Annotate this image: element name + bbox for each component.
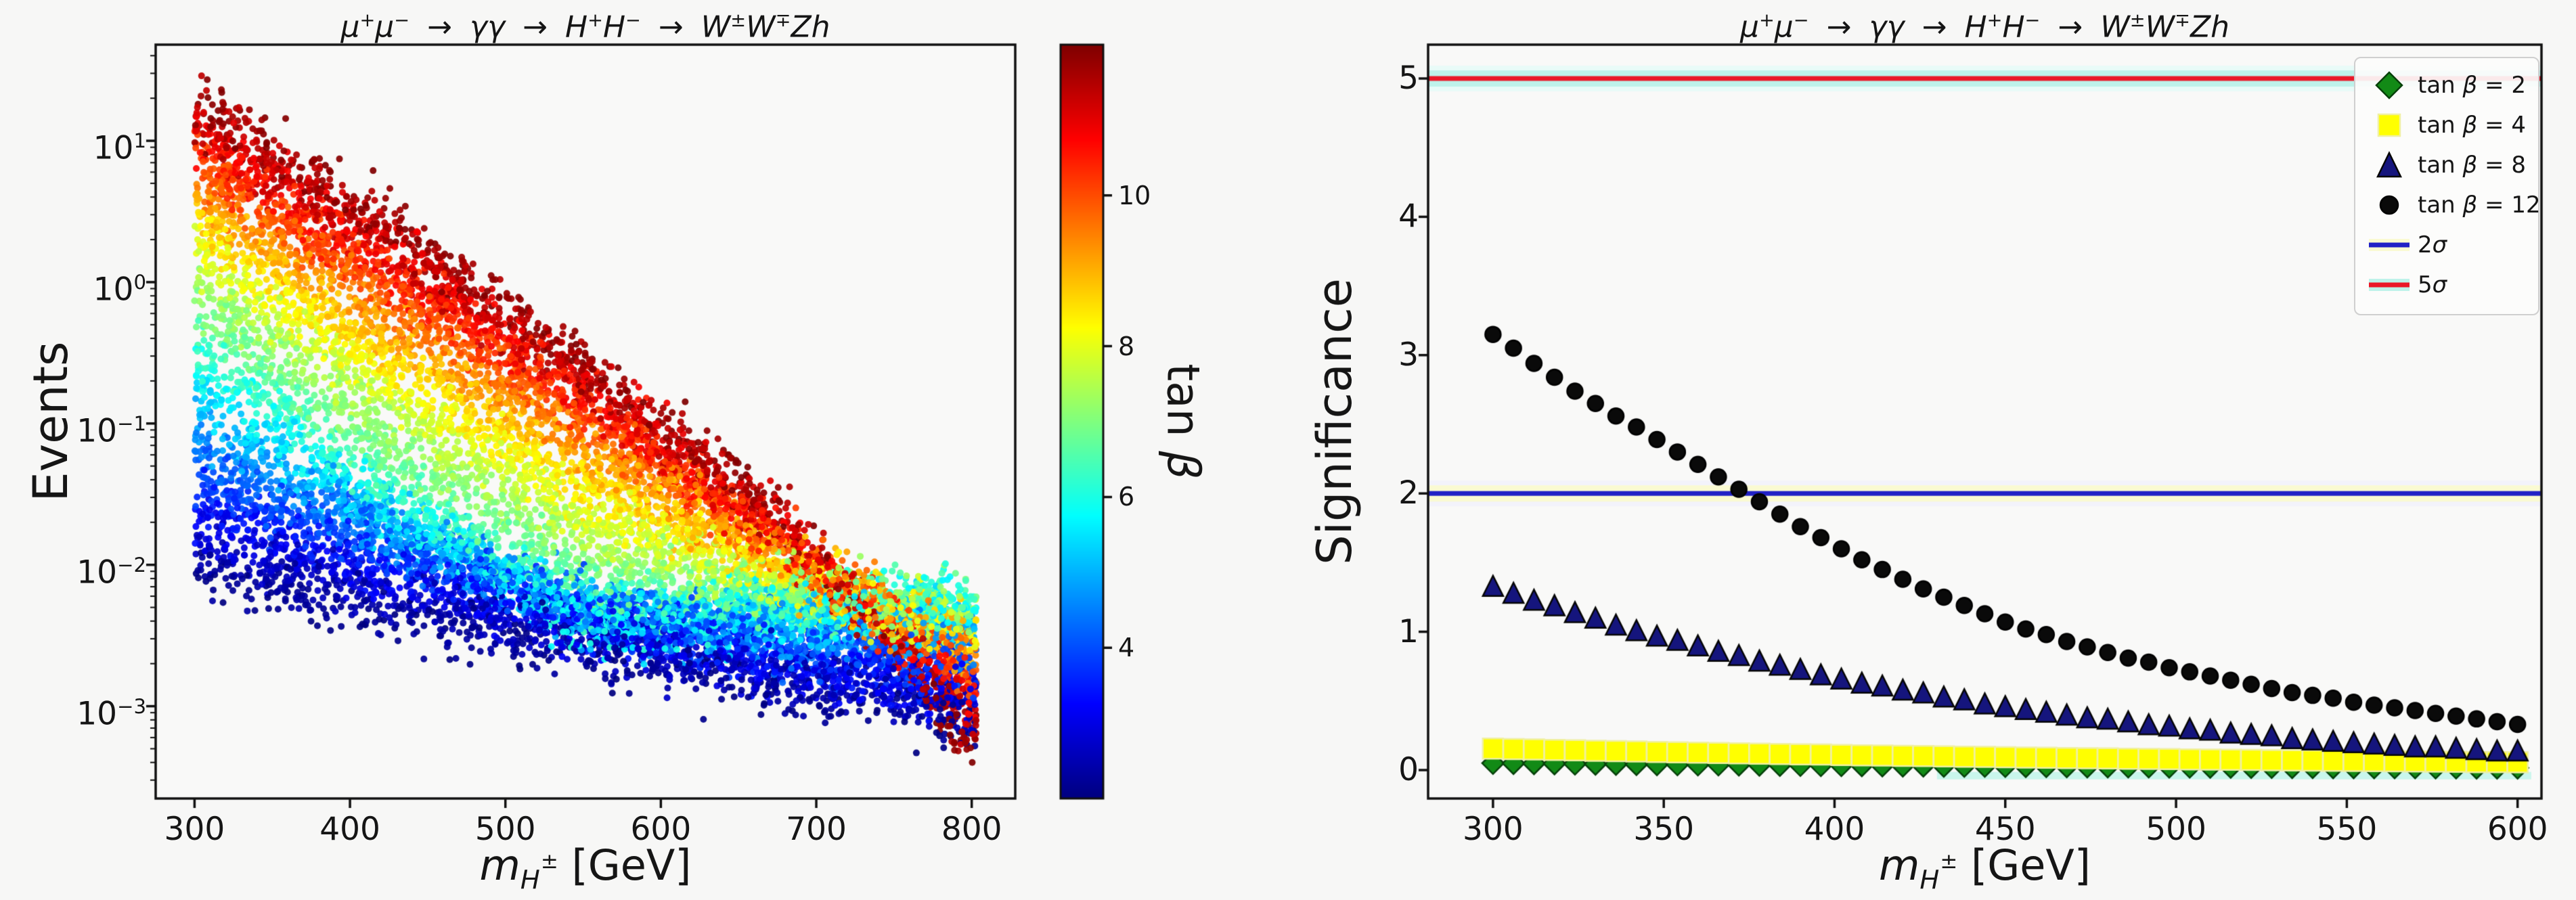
colorbar-tick-label: 4 [1118, 633, 1135, 663]
left-x-tick-label: 400 [319, 811, 380, 848]
colorbar-label: tan β [1157, 363, 1209, 480]
left-y-tick-label: 10−1 [76, 411, 146, 450]
legend-entry-series-3: tan β = 12 [2365, 185, 2541, 225]
legend-entry-hline-0: 2σ [2365, 225, 2538, 265]
right-y-axis-label: Significance [1307, 278, 1362, 565]
left-y-tick-label: 101 [93, 129, 146, 167]
legend-triangle-marker-icon [2376, 150, 2402, 177]
left-x-tick-label: 700 [786, 811, 847, 848]
legend-diamond-marker-icon [2375, 70, 2403, 99]
legend-entry-series-1: tan β = 4 [2365, 105, 2538, 145]
legend-circle-marker-icon [2379, 195, 2399, 215]
legend-entry-label: tan β = 8 [2418, 151, 2526, 179]
left-x-tick-label: 800 [941, 811, 1002, 848]
left-y-tick-label: 100 [93, 270, 146, 309]
left-x-tick-label: 600 [630, 811, 692, 848]
legend-entry-label: 2σ [2418, 231, 2447, 258]
right-x-tick-label: 400 [1804, 811, 1865, 848]
colorbar-tick-label: 6 [1118, 482, 1135, 512]
legend-line-icon [2369, 278, 2410, 291]
right-y-tick-label: 5 [1398, 59, 1419, 97]
legend-line-icon [2369, 238, 2410, 251]
right-y-tick-label: 4 [1398, 198, 1419, 235]
right-x-tick-label: 600 [2487, 811, 2548, 848]
right-plot-title: μ+μ− → γγ → H+H− → W±W∓Zh [1739, 9, 2230, 45]
legend-entry-label: tan β = 2 [2418, 71, 2526, 99]
legend-entry-label: tan β = 4 [2418, 111, 2526, 139]
legend-square-marker-icon [2377, 113, 2401, 137]
left-y-tick-label: 10−3 [76, 694, 146, 733]
left-x-tick-label: 500 [474, 811, 536, 848]
legend: tan β = 2 tan β = 4 tan β = 8 tan β = 12 2σ 5… [2354, 57, 2541, 315]
right-x-tick-label: 550 [2316, 811, 2378, 848]
left-plot-title: μ+μ− → γγ → H+H− → W±W∓Zh [340, 9, 830, 45]
right-x-tick-label: 500 [2146, 811, 2206, 848]
right-x-tick-label: 350 [1633, 811, 1695, 848]
right-y-tick-label: 3 [1398, 336, 1419, 374]
left-y-tick-label: 10−2 [76, 553, 146, 591]
right-y-tick-label: 0 [1398, 750, 1419, 788]
right-x-axis-label: mH± [GeV] [1879, 840, 2091, 896]
legend-entry-series-0: tan β = 2 [2365, 65, 2538, 105]
legend-entry-hline-1: 5σ [2365, 265, 2538, 305]
left-x-axis-label: mH± [GeV] [479, 840, 692, 896]
right-y-tick-label: 2 [1398, 474, 1419, 512]
colorbar-tick-label: 10 [1118, 180, 1151, 210]
legend-entry-series-2: tan β = 8 [2365, 145, 2538, 185]
right-x-tick-label: 450 [1974, 811, 2036, 848]
legend-entry-label: 5σ [2418, 271, 2447, 298]
left-x-tick-label: 300 [164, 811, 225, 848]
legend-entry-label: tan β = 12 [2418, 191, 2541, 219]
colorbar-tick-label: 8 [1118, 331, 1135, 361]
right-x-tick-label: 300 [1463, 811, 1524, 848]
right-y-tick-label: 1 [1398, 612, 1419, 650]
